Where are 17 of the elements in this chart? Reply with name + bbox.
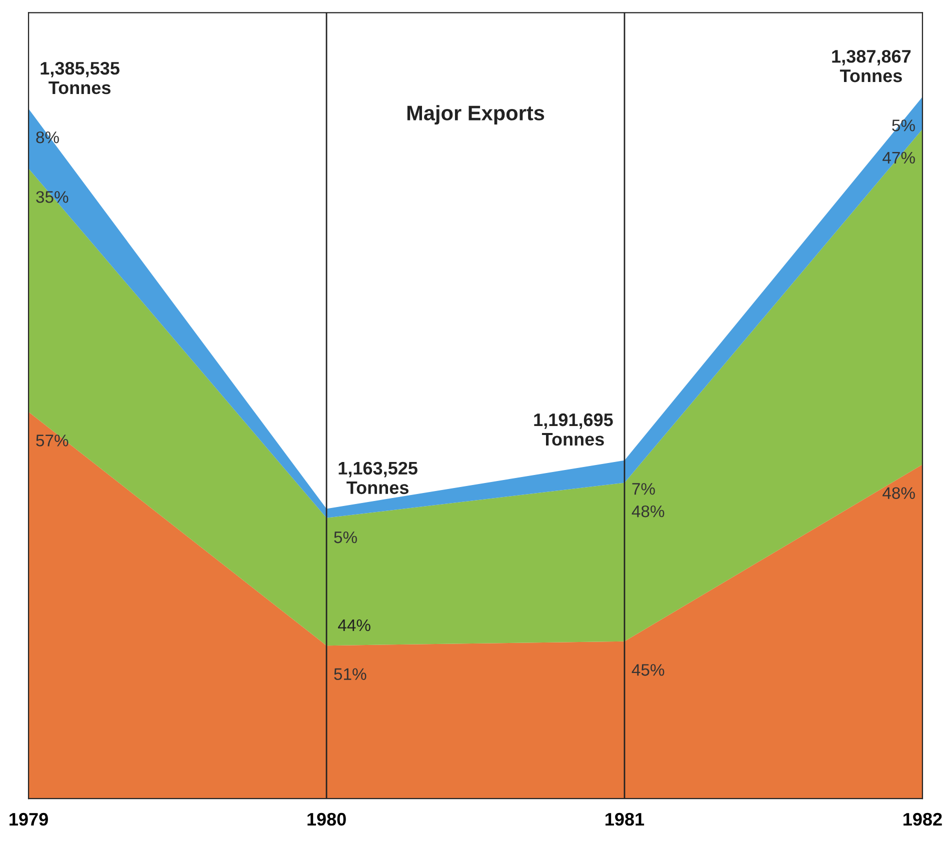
chart-title: Major Exports xyxy=(407,105,544,125)
annotation: 57% xyxy=(36,434,68,446)
annotation: 44% xyxy=(338,619,370,632)
annotation: 5% xyxy=(334,531,357,544)
annotation: 7% xyxy=(632,483,655,495)
annotation: 1,163,525 Tonnes xyxy=(338,462,418,494)
x-tick-label: 1980 xyxy=(308,812,346,826)
annotation: 48% xyxy=(882,487,915,500)
annotation: 51% xyxy=(334,668,366,680)
x-tick-label: 1979 xyxy=(10,812,48,826)
x-tick-label: 1981 xyxy=(606,812,644,826)
annotation: 1,387,867 Tonnes xyxy=(832,50,911,82)
annotation: 48% xyxy=(632,505,664,518)
annotation: 1,385,535 Tonnes xyxy=(40,62,120,94)
annotation: 45% xyxy=(632,664,664,676)
annotation: 1,191,695 Tonnes xyxy=(534,413,613,446)
x-tick-label: 1982 xyxy=(904,812,942,826)
